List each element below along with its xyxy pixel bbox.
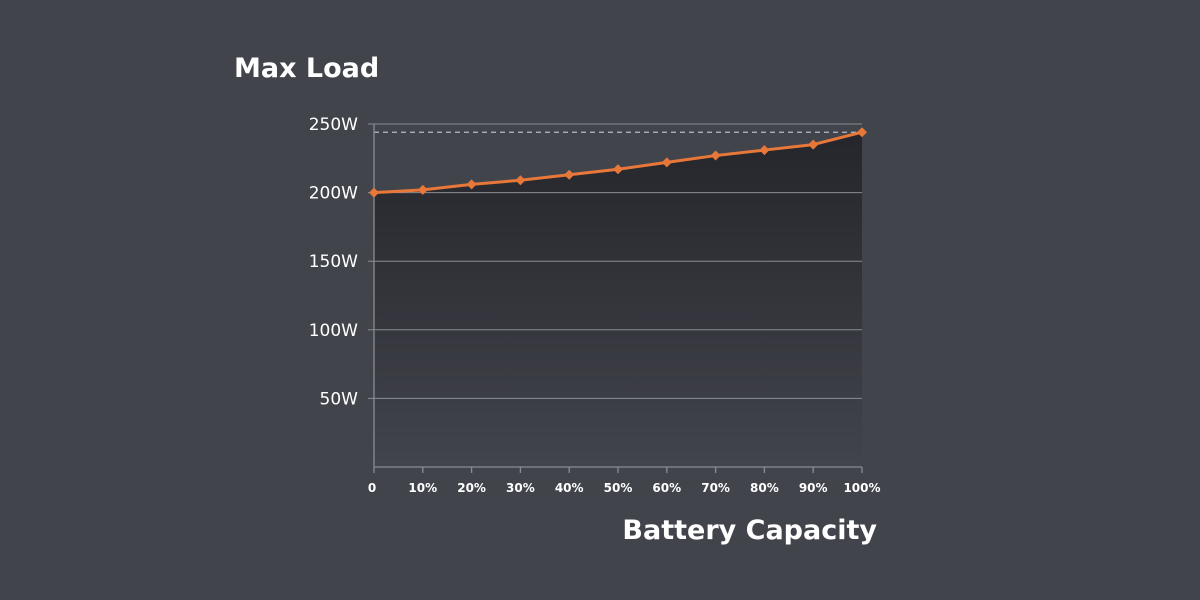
x-tick-label: 100% bbox=[843, 481, 880, 495]
x-tick-label: 30% bbox=[506, 481, 535, 495]
data-point bbox=[759, 145, 770, 156]
x-tick-label: 40% bbox=[555, 481, 584, 495]
data-point bbox=[808, 139, 819, 150]
x-tick-label: 80% bbox=[750, 481, 779, 495]
x-tick-label: 20% bbox=[457, 481, 486, 495]
x-tick-label: 90% bbox=[799, 481, 828, 495]
y-tick-label: 100W bbox=[309, 321, 358, 341]
data-point bbox=[515, 175, 526, 186]
x-axis-title: Battery Capacity bbox=[622, 515, 877, 546]
y-tick-label: 50W bbox=[320, 389, 359, 409]
x-tick-label: 50% bbox=[604, 481, 633, 495]
area-fill bbox=[374, 132, 862, 467]
x-tick-label: 10% bbox=[408, 481, 437, 495]
y-tick-label: 200W bbox=[309, 184, 358, 204]
y-tick-label: 250W bbox=[309, 115, 358, 135]
x-tick-label: 70% bbox=[701, 481, 730, 495]
data-point bbox=[857, 127, 867, 138]
data-point bbox=[613, 164, 623, 175]
plot-area: 50W 100W 150W 200W 250W 0 10% 20% 30% 40% 50% 60% 70… bbox=[309, 115, 881, 495]
data-point bbox=[661, 157, 672, 168]
data-point bbox=[466, 179, 477, 190]
data-point bbox=[710, 150, 721, 161]
data-point bbox=[369, 187, 379, 198]
x-tick-label: 0 bbox=[368, 481, 376, 495]
data-point bbox=[417, 184, 428, 195]
y-tick-label: 150W bbox=[309, 252, 358, 272]
y-axis-title: Max Load bbox=[234, 53, 379, 84]
data-point bbox=[564, 169, 575, 180]
x-tick-label: 60% bbox=[652, 481, 681, 495]
